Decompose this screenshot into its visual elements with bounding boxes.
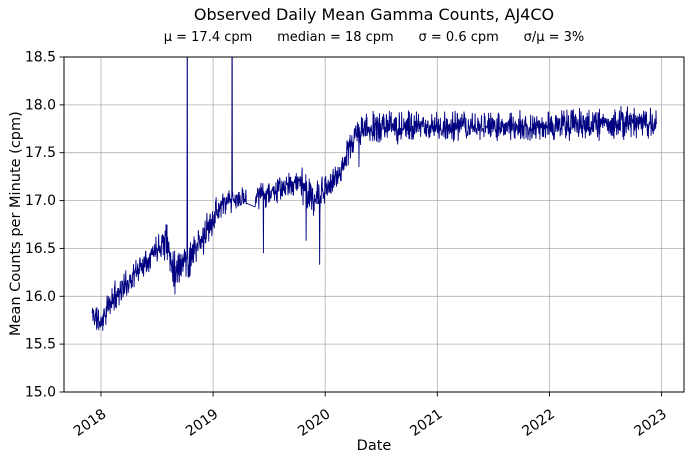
chart-stats-subtitle: μ = 17.4 cpm median = 18 cpm σ = 0.6 cpm… bbox=[163, 30, 585, 45]
x-tick-label: 2019 bbox=[183, 406, 221, 440]
x-tick-label: 2020 bbox=[295, 406, 333, 440]
gridlines bbox=[64, 56, 684, 393]
y-tick-label: 18.0 bbox=[25, 97, 56, 113]
plot-border bbox=[63, 56, 685, 393]
chart-title: Observed Daily Mean Gamma Counts, AJ4CO bbox=[193, 5, 555, 24]
y-tick-label: 15.5 bbox=[25, 337, 56, 353]
x-axis-label: Date bbox=[356, 438, 392, 454]
y-tick-label: 17.5 bbox=[25, 145, 56, 161]
tick-marks bbox=[59, 56, 663, 397]
x-tick-label: 2021 bbox=[407, 406, 445, 440]
x-tick-label: 2018 bbox=[71, 406, 109, 440]
x-tick-label: 2023 bbox=[632, 406, 670, 440]
x-tick-labels: 2018 2019 2020 2021 2022 2023 bbox=[71, 406, 670, 440]
y-tick-label: 15.0 bbox=[25, 385, 56, 401]
series-line bbox=[91, 57, 658, 331]
x-tick-label: 2022 bbox=[519, 406, 557, 440]
y-tick-labels: 15.0 15.5 16.0 16.5 17.0 17.5 18.0 18.5 bbox=[25, 50, 56, 401]
y-tick-label: 16.5 bbox=[25, 241, 56, 257]
y-tick-label: 16.0 bbox=[25, 289, 56, 305]
y-tick-label: 18.5 bbox=[25, 50, 56, 66]
y-tick-label: 17.0 bbox=[25, 193, 56, 209]
y-axis-label: Mean Counts per Minute (cpm) bbox=[8, 111, 24, 336]
